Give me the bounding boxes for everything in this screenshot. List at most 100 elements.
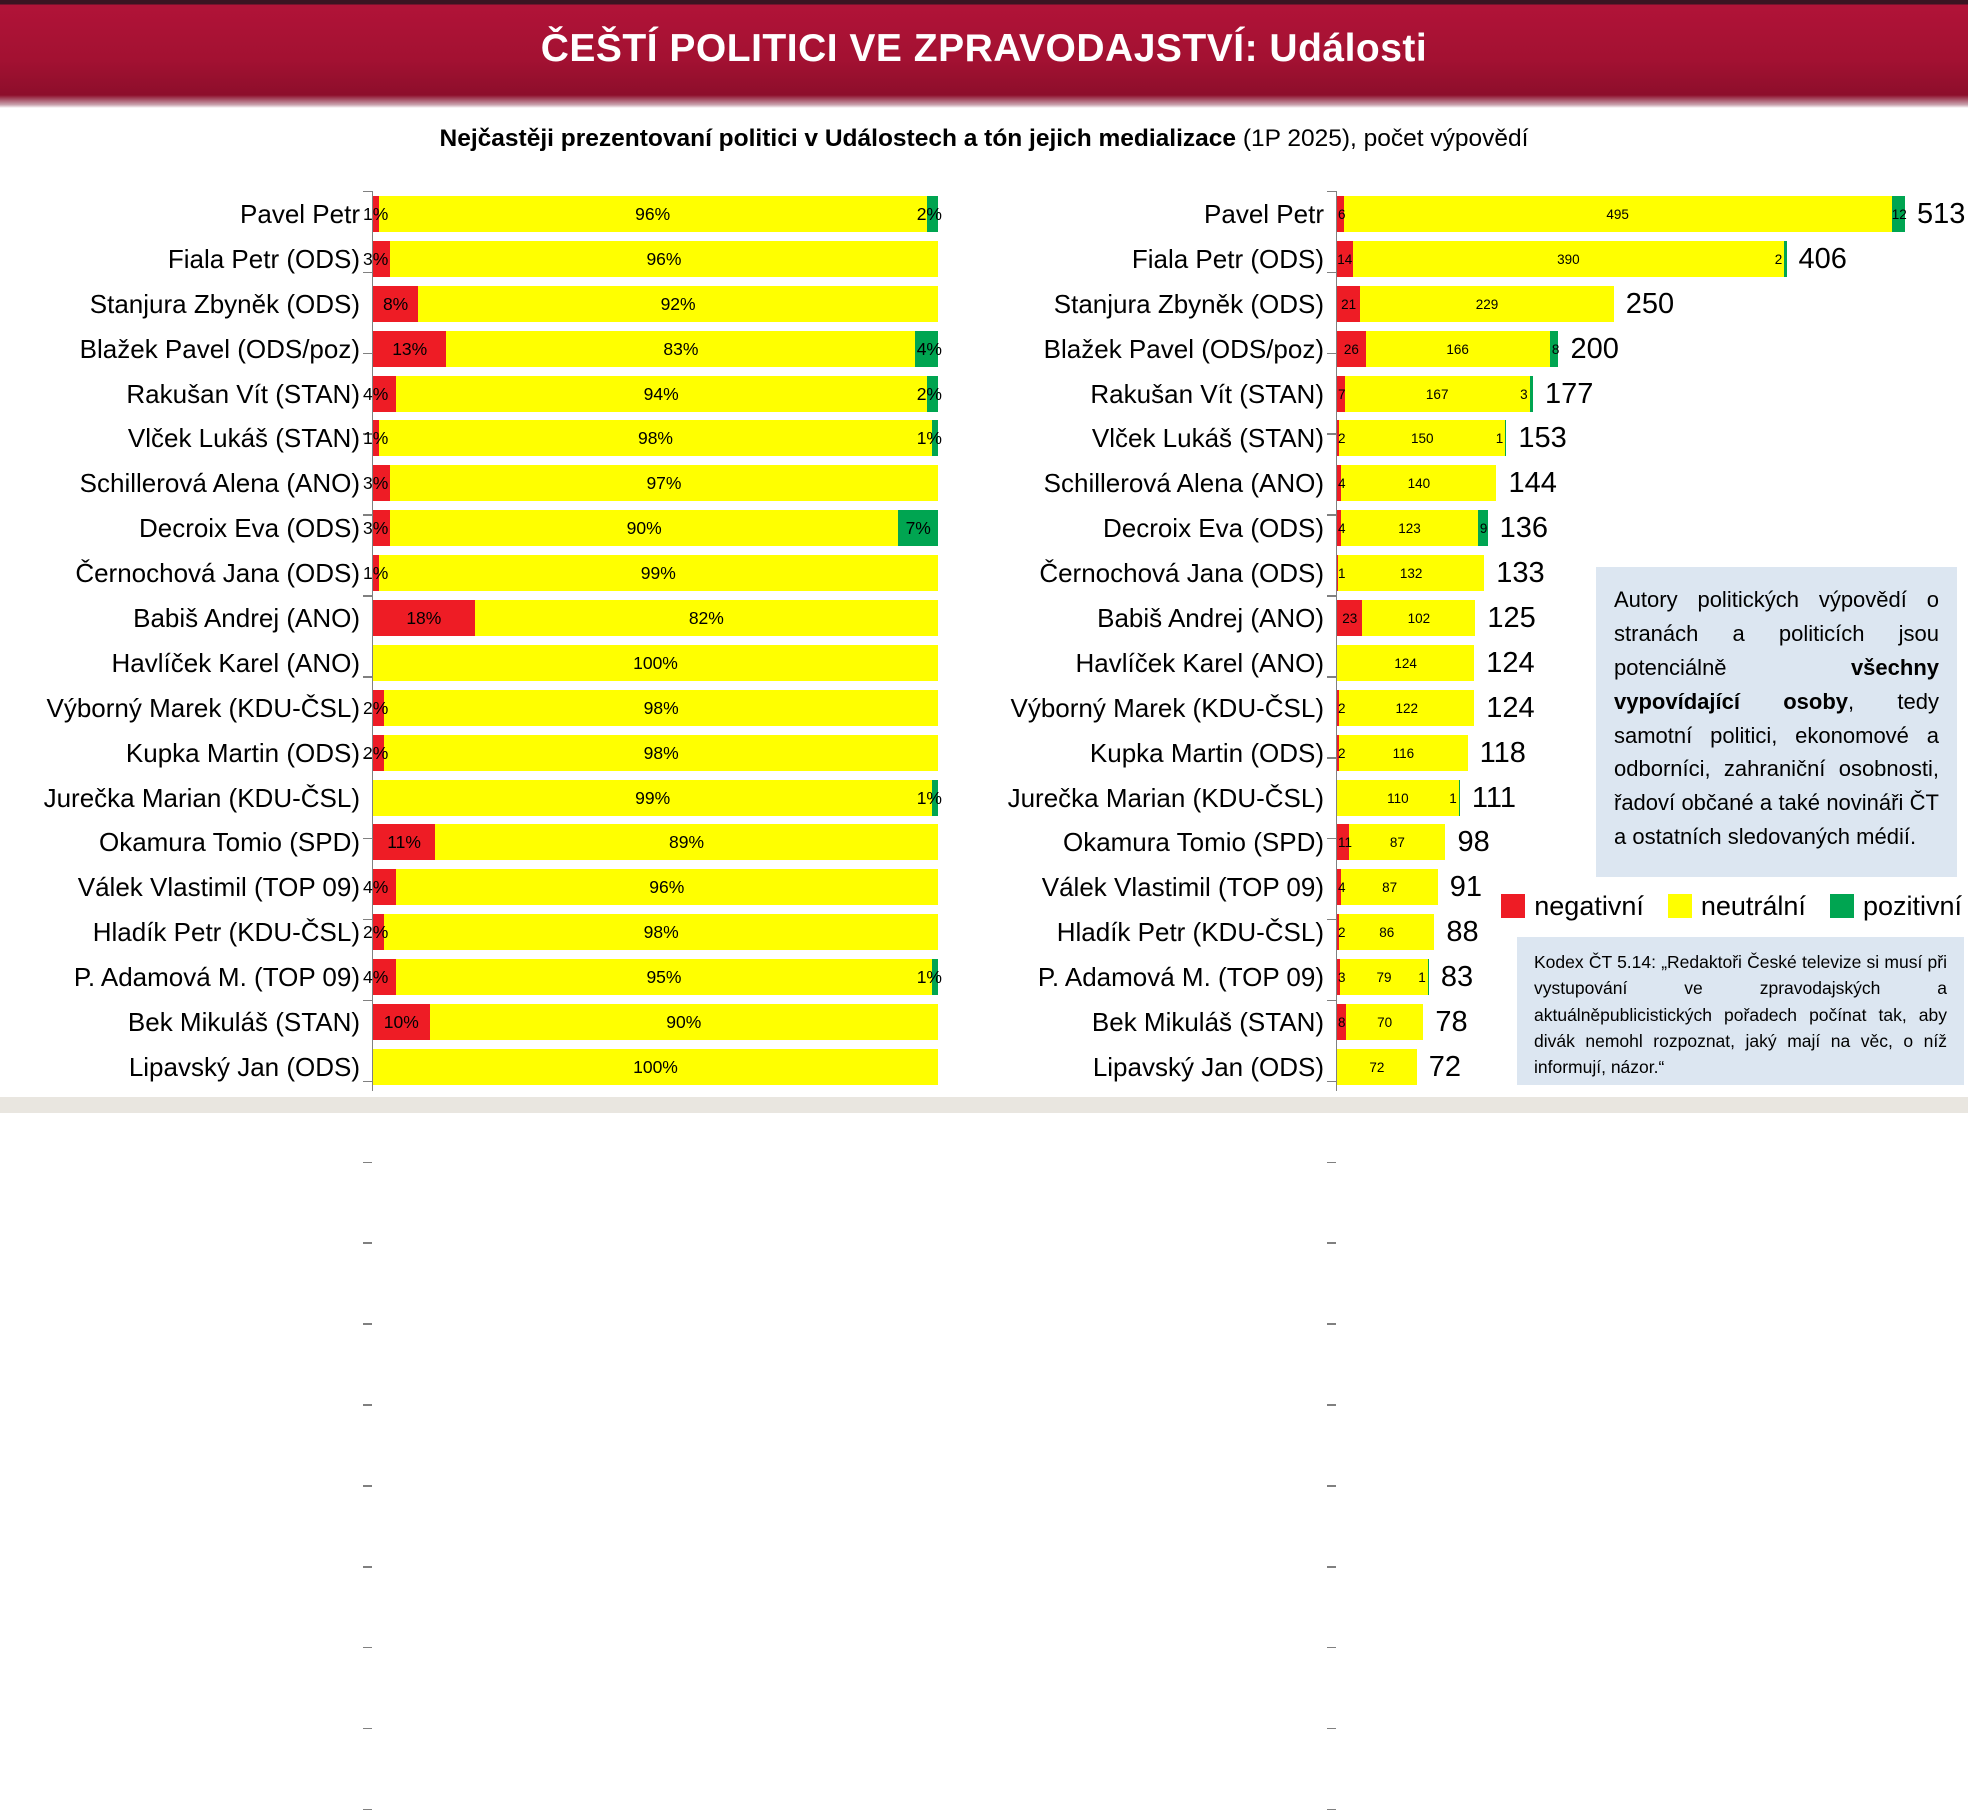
bar-segment-negative (1337, 734, 1340, 771)
chart-row: Decroix Eva (ODS) 4 123 9 136 (964, 510, 1905, 547)
category-label: Černochová Jana (ODS) (75, 558, 360, 589)
segment-label-negative: 2 (1338, 925, 1346, 941)
category-label: Hladík Petr (KDU-ČSL) (92, 917, 360, 948)
segment-label-neutral: 100% (633, 1056, 678, 1077)
chart-row: Decroix Eva (ODS) 3% 90% 7% (0, 510, 938, 547)
bar-track: 4 140 144 (1337, 465, 1905, 502)
segment-label-positive: 1 (1449, 790, 1457, 806)
total-label: 144 (1508, 467, 1557, 500)
axis-tick (363, 1727, 372, 1730)
axis-tick (1327, 1323, 1336, 1325)
segment-label-neutral: 87 (1389, 835, 1405, 851)
bar-segment-negative (1337, 375, 1345, 412)
subtitle-regular: (1P 2025), počet výpovědí (1236, 125, 1529, 152)
category-label: Jurečka Marian (KDU-ČSL) (1007, 782, 1324, 813)
legend: negativní neutrální pozitivní (1501, 888, 1962, 924)
bar-segment-positive (1427, 959, 1429, 996)
neutral-swatch-icon (1667, 894, 1692, 918)
bar-segment-neutral (1341, 465, 1497, 502)
chart-row: P. Adamová M. (TOP 09) 4% 95% 1% (0, 959, 942, 996)
axis-tick (1327, 1485, 1336, 1487)
chart-row: Vlček Lukáš (STAN) 2 150 1 153 (964, 420, 1905, 457)
total-label: 88 (1446, 916, 1479, 949)
bar-segment-neutral (1337, 644, 1475, 681)
bar-track: 3% 90% 7% (363, 510, 938, 547)
chart-row: Kupka Martin (ODS) 2 116 118 (964, 734, 1905, 771)
axis-tick (1327, 352, 1336, 355)
bar-segment-positive (1477, 510, 1488, 547)
bar-track: 26 166 8 200 (1337, 330, 1905, 367)
chart-row: Blažek Pavel (ODS/poz) 26 166 8 200 (964, 330, 1905, 367)
bar-segment-negative (373, 196, 379, 232)
axis-tick (1327, 1646, 1336, 1649)
category-label: Kupka Martin (ODS) (125, 737, 360, 768)
bar-track: 10% 90% (373, 1004, 938, 1041)
segment-label-neutral: 86 (1379, 925, 1395, 941)
bar-track: 99% 1% (373, 779, 942, 816)
bar-segment-neutral (1340, 959, 1428, 996)
kodex-box: Kodex ČT 5.14: „Redaktoři České televize… (1517, 937, 1964, 1085)
segment-label-negative: 2 (1338, 700, 1346, 716)
bar-segment-negative (1337, 555, 1339, 592)
bar-track: 2 116 118 (1337, 734, 1905, 771)
legend-item-positive: pozitivní (1829, 891, 1962, 922)
bar-segment-negative (373, 420, 379, 457)
chart-row: Černochová Jana (ODS) 1 132 133 (964, 555, 1905, 592)
segment-label-positive: 1 (1418, 970, 1426, 986)
bar-segment-negative (1337, 510, 1342, 547)
segment-label-neutral: 390 (1557, 251, 1580, 267)
segment-label-neutral: 87 (1382, 880, 1398, 896)
bar-segment-neutral (429, 1004, 938, 1041)
segment-label-neutral: 100% (633, 652, 678, 673)
segment-label-neutral: 90% (626, 518, 662, 539)
total-label: 98 (1457, 826, 1490, 859)
axis-tick (363, 1646, 372, 1649)
segment-label-neutral: 96% (635, 204, 671, 224)
segment-label-negative: 2% (363, 922, 389, 943)
segment-label-positive: 2% (916, 204, 942, 224)
chart-row: Babiš Andrej (ANO) 18% 82% (0, 600, 938, 637)
bar-segment-negative (1337, 240, 1353, 277)
segment-label-positive: 12 (1891, 207, 1907, 222)
axis-tick (363, 757, 372, 759)
chart-row: Černochová Jana (ODS) 1% 99% (0, 555, 938, 592)
chart-row: Stanjura Zbyněk (ODS) 8% 92% (0, 285, 938, 322)
category-label: P. Adamová M. (TOP 09) (1037, 962, 1324, 993)
total-label: 153 (1518, 422, 1567, 455)
bar-segment-neutral (1343, 196, 1892, 232)
positive-swatch-icon (1829, 894, 1854, 918)
bar-segment-positive (1784, 240, 1787, 277)
segment-label-neutral: 98% (637, 428, 673, 449)
category-label: Babiš Andrej (ANO) (133, 603, 360, 634)
bar-segment-negative (1337, 869, 1342, 906)
segment-label-negative: 1% (363, 563, 389, 584)
category-label: Fiala Petr (ODS) (167, 243, 360, 274)
bar-segment-positive (932, 779, 938, 816)
chart-row: Vlček Lukáš (STAN) 1% 98% 1% (0, 420, 942, 457)
total-label: 136 (1499, 512, 1548, 545)
axis-tick (1327, 1242, 1336, 1244)
segment-label-negative: 18% (406, 608, 442, 629)
segment-label-negative: 13% (392, 338, 428, 359)
bar-segment-neutral (1349, 824, 1446, 861)
segment-label-neutral: 167 (1425, 386, 1449, 402)
segment-label-neutral: 166 (1446, 341, 1469, 357)
chart-row: Hladík Petr (KDU-ČSL) 2% 98% (0, 914, 938, 951)
bar-track: 23 102 125 (1337, 600, 1905, 637)
total-label: 118 (1479, 736, 1526, 769)
category-label: Rakušan Vít (STAN) (126, 378, 360, 409)
total-label: 83 (1440, 961, 1474, 994)
bar-segment-negative (373, 375, 396, 412)
segment-label-negative: 2% (363, 697, 389, 718)
segment-label-positive: 3 (1520, 386, 1528, 402)
category-label: Výborný Marek (KDU-ČSL) (1010, 692, 1324, 723)
chart-row: Fiala Petr (ODS) 14 390 2 406 (964, 240, 1905, 277)
bar-segment-negative (1337, 465, 1342, 502)
total-label: 250 (1625, 287, 1675, 320)
bar-segment-neutral (389, 510, 899, 547)
bar-track: 13% 83% 4% (373, 330, 942, 367)
bar-track: 2 122 124 (1337, 689, 1905, 726)
bar-segment-neutral (1337, 779, 1459, 816)
segment-label-negative: 11% (387, 832, 421, 853)
axis-tick (363, 1566, 372, 1568)
